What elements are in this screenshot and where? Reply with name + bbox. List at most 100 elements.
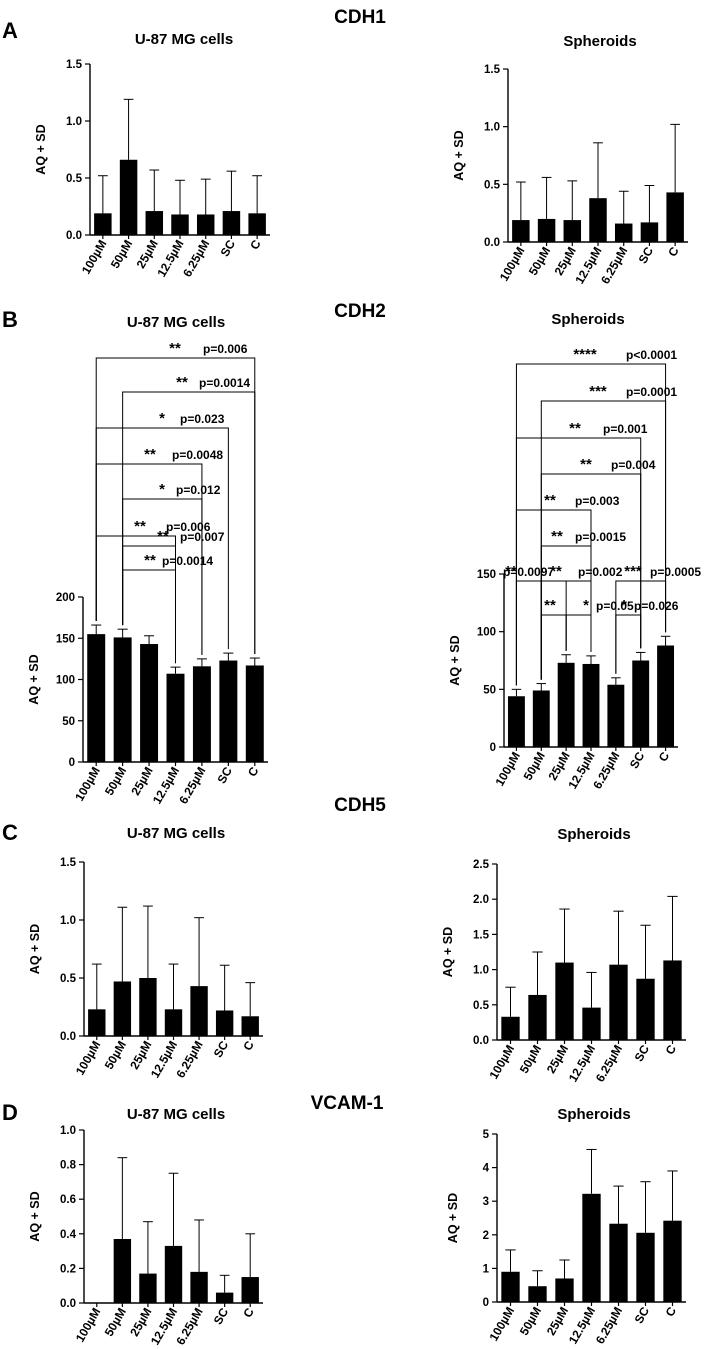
significance-stars: ** bbox=[144, 552, 156, 569]
y-tick-label: 0.0 bbox=[66, 230, 82, 242]
y-axis-label: AQ + SD bbox=[446, 1193, 460, 1243]
y-tick-label: 0.5 bbox=[66, 173, 83, 185]
p-value-label: p<0.0001 bbox=[626, 348, 677, 362]
significance-bracket bbox=[95, 357, 256, 655]
p-value-label: p=0.026 bbox=[634, 599, 679, 613]
y-tick-label: 150 bbox=[56, 633, 75, 645]
significance-stars: * bbox=[159, 410, 165, 427]
x-tick-label: 50µM bbox=[102, 1306, 129, 1339]
bar bbox=[663, 1220, 682, 1302]
y-tick-label: 200 bbox=[56, 592, 75, 604]
x-tick-label: C bbox=[245, 764, 262, 779]
y-tick-label: 2 bbox=[483, 1230, 489, 1242]
bar bbox=[219, 660, 238, 762]
bar bbox=[94, 213, 112, 235]
p-value-label: p=0.0015 bbox=[575, 530, 626, 544]
y-tick-label: 3 bbox=[483, 1196, 489, 1208]
significance-stars: ** bbox=[169, 340, 181, 357]
p-value-label: p=0.012 bbox=[176, 483, 221, 497]
significance-stars: ** bbox=[550, 563, 562, 580]
y-tick-label: 1.5 bbox=[473, 929, 490, 941]
bar bbox=[88, 1009, 106, 1036]
panel-letter-d: D bbox=[2, 1100, 18, 1125]
y-tick-label: 2.5 bbox=[473, 859, 490, 871]
bar bbox=[164, 1009, 183, 1036]
bar bbox=[563, 220, 582, 242]
x-tick-label: 25µM bbox=[127, 1306, 154, 1339]
p-value-label: p=0.0005 bbox=[650, 565, 701, 579]
significance-bracket bbox=[515, 363, 667, 686]
x-tick-label: SC bbox=[218, 237, 239, 259]
y-axis-label: AQ + SD bbox=[28, 1191, 42, 1241]
x-tick-label: 25µM bbox=[128, 765, 155, 798]
y-tick-label: 1.0 bbox=[484, 122, 500, 134]
x-tick-label: 100µM bbox=[487, 1305, 518, 1344]
x-tick-label: 50µM bbox=[102, 1039, 129, 1072]
bar bbox=[196, 214, 215, 235]
chart-title: U-87 MG cells bbox=[127, 314, 225, 331]
y-tick-label: 0.0 bbox=[60, 1298, 76, 1310]
bar bbox=[582, 1007, 601, 1040]
x-tick-label: SC bbox=[636, 244, 657, 266]
significance-stars: ** bbox=[551, 528, 563, 545]
x-tick-label: 50µM bbox=[102, 765, 129, 798]
bar bbox=[555, 962, 574, 1040]
bar bbox=[555, 1278, 574, 1302]
y-tick-label: 0.5 bbox=[473, 1000, 490, 1012]
bar bbox=[222, 211, 241, 235]
p-value-label: p=0.002 bbox=[578, 565, 623, 579]
significance-stars: *** bbox=[624, 563, 642, 580]
y-tick-label: 2.0 bbox=[473, 894, 489, 906]
x-tick-label: C bbox=[247, 237, 264, 252]
chart-a-u87: U-87 MG cells 0.0 0.5 1.0 1.5 AQ + SD 100µM50µ… bbox=[34, 31, 270, 279]
p-value-label: p=0.0097 bbox=[503, 565, 554, 579]
y-axis-label: AQ + SD bbox=[452, 130, 466, 180]
x-tick-label: 50µM bbox=[521, 750, 548, 783]
bar bbox=[589, 198, 607, 242]
x-tick-label: 50µM bbox=[526, 245, 553, 278]
bar bbox=[190, 1271, 208, 1303]
significance-stars: ** bbox=[569, 420, 581, 437]
chart-title: U-87 MG cells bbox=[127, 1106, 225, 1123]
x-tick-label: 100µM bbox=[497, 245, 528, 284]
gene-title-cdh1: CDH1 bbox=[334, 7, 386, 28]
bar bbox=[528, 994, 547, 1040]
bar bbox=[87, 634, 106, 762]
y-tick-label: 1.5 bbox=[60, 857, 77, 869]
x-tick-label: 100µM bbox=[79, 238, 110, 277]
bar bbox=[663, 960, 682, 1040]
x-tick-label: 6.25µM bbox=[593, 1042, 625, 1084]
bar bbox=[636, 1232, 655, 1302]
significance-stars: * bbox=[159, 481, 165, 498]
chart-title: Spheroids bbox=[551, 311, 624, 328]
gene-title-cdh5: CDH5 bbox=[334, 795, 386, 816]
panel-letter-a: A bbox=[2, 18, 18, 43]
y-tick-label: 0.5 bbox=[60, 973, 77, 985]
bar bbox=[607, 684, 625, 747]
bar bbox=[248, 213, 266, 235]
gene-title-cdh2: CDH2 bbox=[334, 301, 386, 322]
x-tick-label: 100µM bbox=[72, 765, 103, 804]
y-tick-label: 0.8 bbox=[60, 1160, 77, 1172]
x-tick-label: C bbox=[240, 1305, 257, 1320]
bar bbox=[215, 1010, 234, 1036]
panel-letter-b: B bbox=[2, 307, 18, 332]
y-tick-label: 50 bbox=[62, 716, 75, 728]
x-tick-label: 100µM bbox=[487, 1043, 518, 1082]
x-tick-label: SC bbox=[211, 1038, 232, 1060]
significance-stars: ** bbox=[580, 456, 592, 473]
bar bbox=[507, 696, 525, 747]
bar bbox=[609, 1223, 628, 1302]
bar bbox=[657, 645, 675, 747]
x-tick-label: 100µM bbox=[492, 750, 523, 789]
bar bbox=[614, 223, 633, 242]
x-tick-label: 50µM bbox=[108, 238, 135, 271]
p-value-label: p=0.001 bbox=[603, 422, 648, 436]
x-tick-label: 50µM bbox=[517, 1043, 544, 1076]
chart-title: U-87 MG cells bbox=[127, 825, 225, 842]
bar bbox=[632, 660, 650, 747]
gene-title-vcam1: VCAM-1 bbox=[311, 1093, 384, 1114]
x-tick-label: SC bbox=[211, 1305, 232, 1327]
